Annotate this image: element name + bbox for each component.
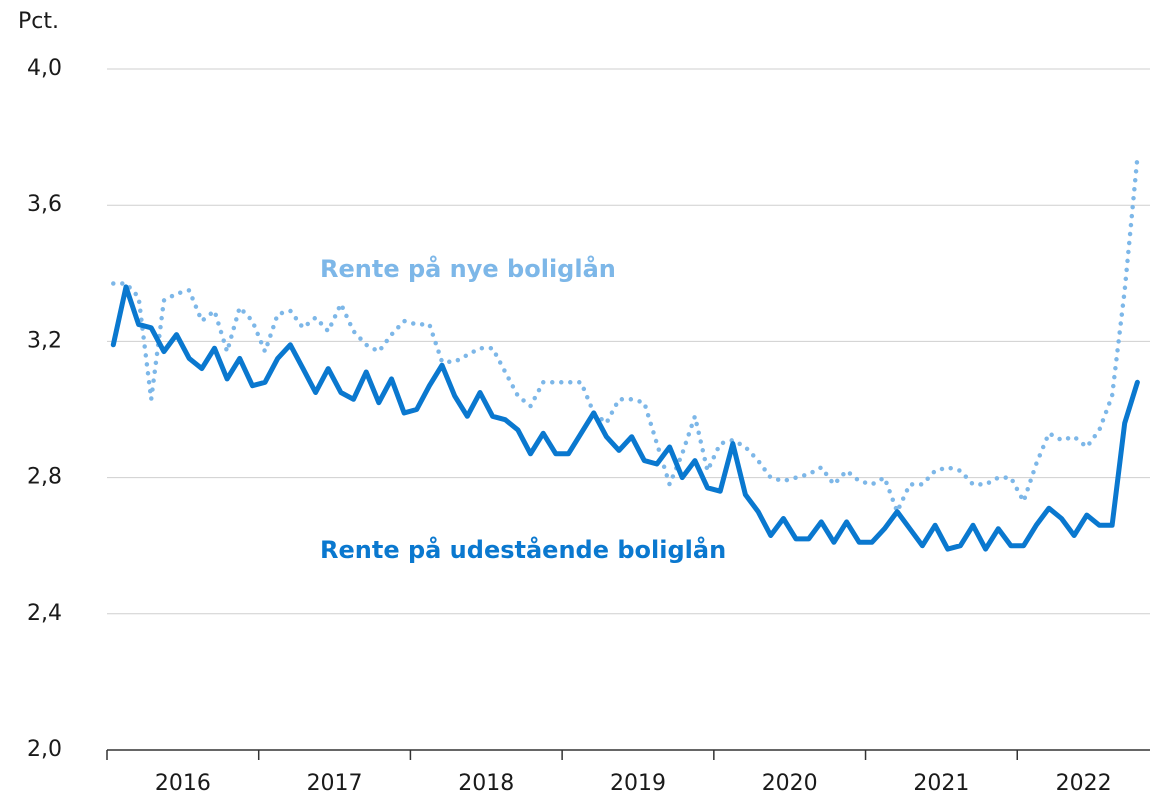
y-tick-label: 2,8	[27, 465, 62, 490]
y-tick-label: 3,6	[27, 192, 62, 217]
y-tick-label: 2,4	[27, 601, 62, 626]
x-tick-label: 2020	[762, 771, 818, 796]
series-line	[110, 284, 1140, 552]
x-tick-label: 2021	[913, 771, 969, 796]
y-tick-label: 4,0	[27, 56, 62, 81]
x-tick-label: 2017	[307, 771, 363, 796]
x-tick-label: 2022	[1056, 771, 1112, 796]
series-line	[111, 155, 1140, 514]
series-label: Rente på udestående boliglån	[320, 535, 726, 564]
y-tick-label: 3,2	[27, 328, 62, 353]
series-label: Rente på nye boliglån	[320, 254, 616, 283]
x-tick-label: 2016	[155, 771, 211, 796]
x-tick-label: 2018	[458, 771, 514, 796]
y-tick-label: 2,0	[27, 737, 62, 762]
y-axis-label: Pct.	[18, 9, 59, 34]
x-tick-label: 2019	[610, 771, 666, 796]
